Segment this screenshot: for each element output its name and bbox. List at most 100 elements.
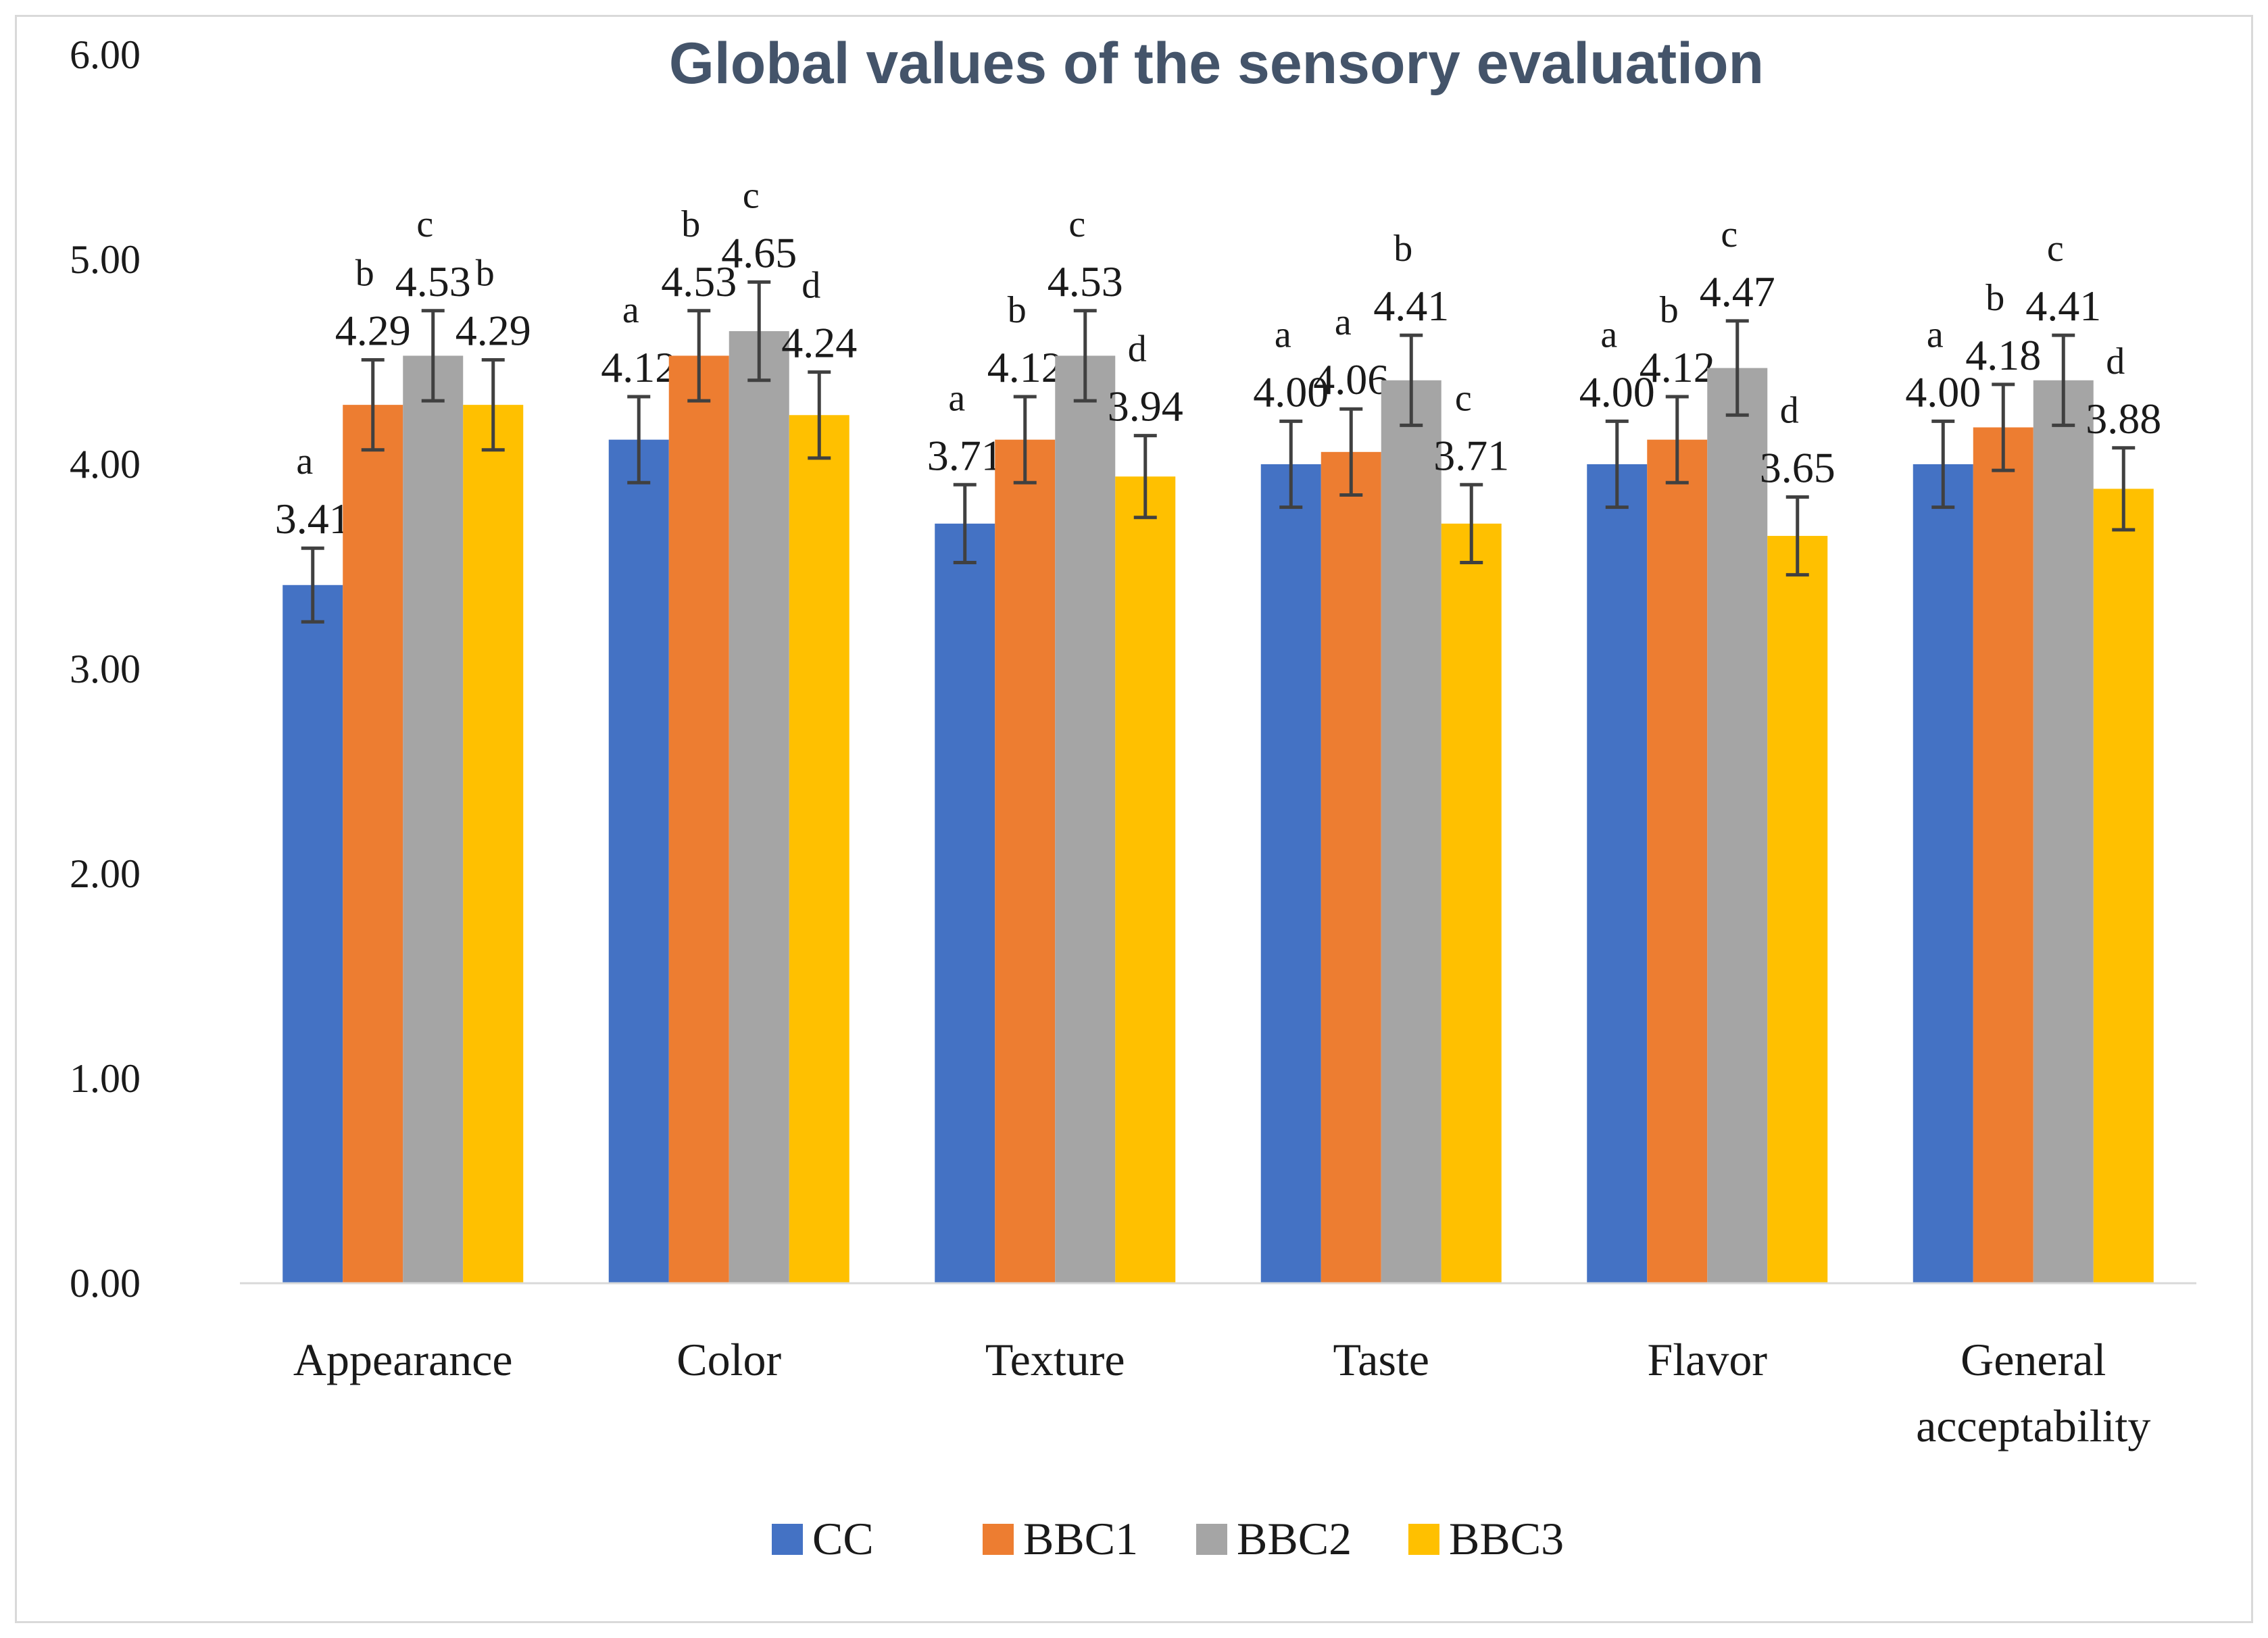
- significance-letter: a: [1275, 314, 1291, 355]
- significance-letter: d: [802, 265, 820, 307]
- error-bar: [627, 395, 651, 485]
- y-tick-label: 5.00: [70, 237, 141, 282]
- bar-bbc1: [995, 439, 1056, 1283]
- bar-bbc1: [1973, 427, 2033, 1284]
- bar-bbc2: [1707, 368, 1768, 1283]
- data-label: 4.12: [987, 343, 1063, 391]
- bar-bbc2: [403, 355, 464, 1283]
- significance-letter: a: [1600, 314, 1617, 355]
- significance-letter: a: [1927, 314, 1944, 355]
- error-bar: [953, 482, 977, 564]
- significance-letter: c: [1721, 214, 1737, 255]
- data-label: 4.24: [781, 319, 857, 367]
- legend-swatch: [1408, 1524, 1439, 1555]
- significance-letter: b: [1008, 289, 1027, 331]
- legend-label: CC: [812, 1513, 874, 1564]
- data-label: 3.65: [1760, 443, 1835, 491]
- x-tick-label: Taste: [1333, 1334, 1429, 1385]
- significance-letter: a: [1335, 301, 1352, 343]
- significance-letter: b: [681, 203, 700, 245]
- error-bar: [2052, 333, 2075, 427]
- data-label: 4.53: [661, 257, 737, 305]
- error-bar: [421, 309, 445, 403]
- y-tick-label: 2.00: [70, 851, 141, 896]
- legend-item: CC: [772, 1513, 874, 1564]
- significance-letter: c: [2047, 228, 2064, 270]
- significance-letter: b: [476, 252, 495, 294]
- data-label: 4.41: [1373, 282, 1449, 330]
- bar-bbc3: [1767, 536, 1828, 1283]
- bar-bbc3: [789, 415, 849, 1283]
- bar-bbc1: [343, 405, 403, 1283]
- x-tick-label: Appearance: [293, 1334, 513, 1385]
- significance-letter: b: [355, 252, 374, 294]
- data-label: 3.88: [2086, 395, 2161, 443]
- bar-chart: Global values of the sensory evaluation …: [70, 31, 2196, 1564]
- data-label: 4.47: [1700, 268, 1775, 316]
- error-bar: [747, 280, 771, 382]
- data-label: 4.06: [1313, 355, 1389, 403]
- significance-letter: a: [622, 289, 639, 331]
- significance-letter: c: [416, 203, 433, 245]
- error-bar: [1460, 482, 1483, 564]
- significance-letter: d: [1780, 389, 1799, 431]
- bar-cc: [608, 439, 669, 1283]
- x-tick-label: Flavor: [1647, 1334, 1767, 1385]
- significance-letter: a: [948, 377, 965, 419]
- bar-bbc1: [1321, 451, 1381, 1283]
- error-bar: [1785, 495, 1809, 577]
- significance-letter: d: [2106, 341, 2125, 382]
- error-bar: [1013, 395, 1037, 485]
- significance-letter: b: [1660, 289, 1679, 331]
- data-label: 3.71: [927, 431, 1003, 479]
- bar-bbc2: [729, 331, 789, 1283]
- bar-cc: [1260, 464, 1321, 1283]
- bar-bbc2: [2033, 380, 2094, 1283]
- error-bar: [2112, 446, 2136, 532]
- y-tick-label: 6.00: [70, 32, 141, 77]
- data-label: 4.00: [1905, 368, 1981, 416]
- legend-item: BBC2: [1196, 1513, 1352, 1564]
- y-tick-label: 1.00: [70, 1056, 141, 1101]
- bar-bbc2: [1381, 380, 1441, 1283]
- legend-label: BBC3: [1449, 1513, 1564, 1564]
- legend-label: BBC1: [1023, 1513, 1138, 1564]
- error-bar: [1992, 382, 2015, 472]
- x-tick-label: Texture: [985, 1334, 1125, 1385]
- error-bar: [301, 546, 324, 624]
- legend-item: BBC1: [983, 1513, 1138, 1564]
- x-tick-label: acceptability: [1916, 1400, 2150, 1451]
- error-bar: [1605, 419, 1629, 510]
- y-tick-label: 4.00: [70, 442, 141, 487]
- data-label: 3.41: [275, 495, 351, 543]
- legend: CC BBC1 BBC2 BBC3: [772, 1513, 1564, 1564]
- y-tick-label: 0.00: [70, 1261, 141, 1306]
- error-bar: [1725, 319, 1749, 417]
- data-label: 4.41: [2025, 282, 2101, 330]
- data-label: 4.12: [1640, 343, 1715, 391]
- chart-frame: Global values of the sensory evaluation …: [15, 15, 2253, 1623]
- significance-letter: c: [1455, 377, 1472, 419]
- data-label: 4.29: [455, 306, 531, 354]
- data-label: 4.12: [601, 343, 676, 391]
- error-bar: [1339, 407, 1363, 497]
- data-label: 4.00: [1253, 368, 1329, 416]
- legend-label: BBC2: [1237, 1513, 1352, 1564]
- bar-cc: [1913, 464, 1973, 1283]
- significance-letter: a: [296, 441, 313, 482]
- bar-bbc3: [2093, 489, 2154, 1283]
- bar-bbc3: [1441, 523, 1502, 1283]
- bar-bbc1: [1647, 439, 1708, 1283]
- data-label: 3.94: [1108, 382, 1183, 430]
- data-label: 4.29: [335, 306, 411, 354]
- significance-letter: b: [1394, 228, 1412, 270]
- error-bar: [1073, 309, 1097, 403]
- data-label: 4.53: [1047, 257, 1123, 305]
- bar-cc: [282, 585, 343, 1283]
- legend-swatch: [1196, 1524, 1227, 1555]
- error-bar: [687, 309, 711, 403]
- legend-swatch: [983, 1524, 1014, 1555]
- bar-cc: [935, 523, 995, 1283]
- bar-cc: [1587, 464, 1648, 1283]
- y-axis: 0.00 1.00 2.00 3.00 4.00 5.00 6.00: [70, 32, 141, 1306]
